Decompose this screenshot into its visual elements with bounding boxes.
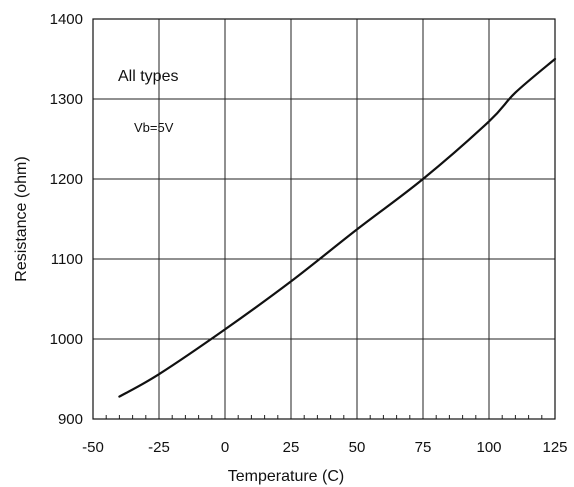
x-tick-label: 100 [476,439,501,456]
annotation-vb: Vb=5V [134,120,174,135]
y-tick-label: 1000 [50,331,83,348]
x-tick-label: 0 [221,439,229,456]
x-tick-label: 75 [415,439,432,456]
x-tick-label: 125 [542,439,567,456]
y-tick-labels: 900 1000 1100 1200 1300 1400 [50,11,83,428]
x-tick-label: 50 [349,439,366,456]
y-tick-label: 1200 [50,171,83,188]
y-tick-label: 1100 [51,251,83,268]
y-axis-title: Resistance (ohm) [13,156,30,281]
annotation-all-types: All types [118,68,178,85]
resistance-curve [118,57,557,398]
plot-area [93,19,555,419]
x-tick-label: -50 [82,439,104,456]
y-tick-label: 1300 [50,91,83,108]
x-tick-labels: -50 -25 0 25 50 75 100 125 [82,439,567,456]
plot-frame [92,18,556,420]
x-tick-label: 25 [283,439,300,456]
x-tick-label: -25 [148,439,170,456]
grid-lines [93,19,555,419]
y-tick-label: 1400 [50,11,83,28]
minor-ticks [105,415,543,419]
y-tick-label: 900 [58,411,83,428]
x-axis-title: Temperature (C) [228,468,344,485]
